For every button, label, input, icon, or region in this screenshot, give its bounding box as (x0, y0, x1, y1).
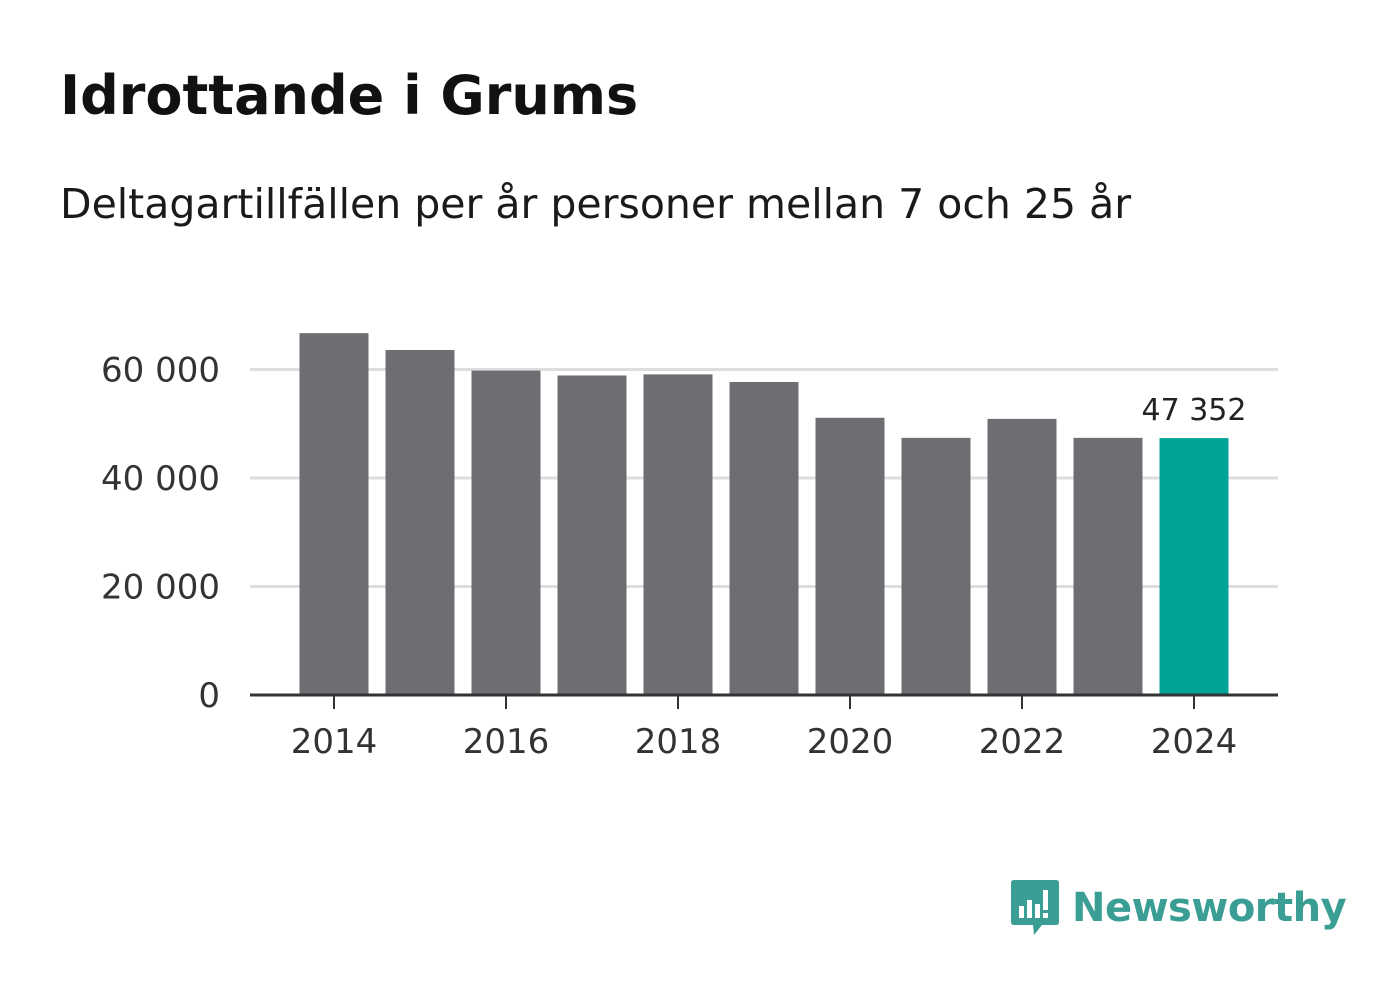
x-tick-label: 2020 (807, 722, 894, 762)
x-tick-label: 2024 (1151, 722, 1238, 762)
bar (557, 375, 627, 695)
bar (815, 417, 885, 695)
chart-subtitle: Deltagartillfällen per år personer mella… (60, 180, 1132, 228)
data-label: 47 352 (1142, 393, 1247, 428)
bar (901, 437, 971, 695)
bar (385, 349, 455, 695)
bar (1073, 437, 1143, 695)
brand-name: Newsworthy (1072, 885, 1347, 931)
bar (729, 381, 799, 695)
x-tick-label: 2022 (979, 722, 1066, 762)
bar (643, 374, 713, 695)
y-tick-label: 20 000 (101, 568, 220, 608)
bar (987, 418, 1057, 695)
bar (471, 370, 541, 695)
y-tick-label: 0 (198, 676, 220, 716)
bar (299, 333, 369, 695)
newsworthy-logo: Newsworthy (1010, 878, 1347, 938)
y-tick-label: 40 000 (101, 459, 220, 499)
chart-title: Idrottande i Grums (60, 64, 639, 127)
newsworthy-logo-icon (1011, 880, 1059, 935)
y-tick-label: 60 000 (101, 351, 220, 391)
bar (1159, 438, 1229, 695)
x-tick-label: 2014 (291, 722, 378, 762)
x-tick-label: 2018 (635, 722, 722, 762)
x-tick-label: 2016 (463, 722, 550, 762)
